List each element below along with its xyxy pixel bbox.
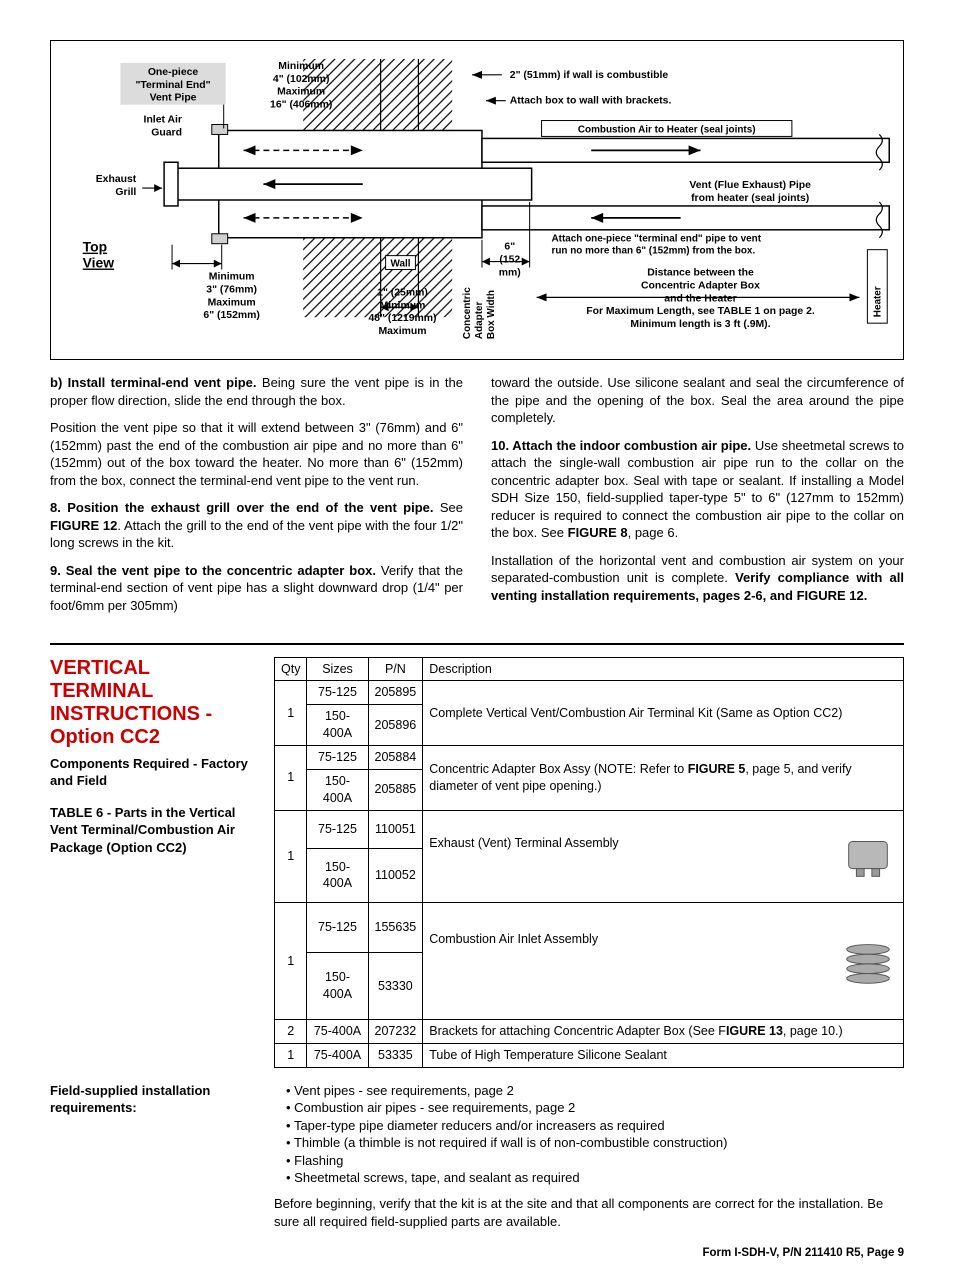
para-8: 8. Position the exhaust grill over the e…	[50, 499, 463, 552]
para-7: Installation of the horizontal vent and …	[491, 552, 904, 605]
desc-text: Combustion Air Inlet Assembly	[429, 932, 598, 946]
svg-text:Attach one-piece "terminal end: Attach one-piece "terminal end" pipe to …	[552, 234, 762, 245]
svg-text:mm): mm)	[499, 267, 521, 278]
svg-text:View: View	[83, 255, 115, 271]
th-pn: P/N	[368, 657, 423, 681]
svg-text:Guard: Guard	[151, 127, 182, 138]
svg-text:16" (406mm): 16" (406mm)	[270, 100, 332, 111]
table-row: 2 75-400A 207232 Brackets for attaching …	[275, 1019, 904, 1043]
body-two-columns: b) Install terminal-end vent pipe. Being…	[50, 374, 904, 625]
diagram-svg: Heater One-piece "Terminal End" Vent Pip…	[61, 51, 893, 349]
svg-text:Attach box to wall with bracke: Attach box to wall with brackets.	[510, 96, 672, 107]
svg-text:Minimum length is 3 ft (.9M).: Minimum length is 3 ft (.9M).	[630, 319, 770, 330]
field-content: Vent pipes - see requirements, page 2 Co…	[274, 1082, 904, 1230]
section-title: VERTICAL TERMINAL INSTRUCTIONS - Option …	[50, 657, 250, 749]
svg-text:2" (51mm) if wall is combustib: 2" (51mm) if wall is combustible	[510, 70, 669, 81]
svg-text:Adapter: Adapter	[474, 301, 485, 339]
para-b: b) Install terminal-end vent pipe. Being…	[50, 374, 463, 409]
svg-text:run no more than 6" (152mm) fr: run no more than 6" (152mm) from the box…	[552, 246, 756, 257]
svg-text:Minimum: Minimum	[278, 61, 324, 72]
exhaust-vent-icon	[839, 835, 897, 879]
svg-text:Vent (Flue Exhaust) Pipe: Vent (Flue Exhaust) Pipe	[689, 180, 811, 191]
lower-left: VERTICAL TERMINAL INSTRUCTIONS - Option …	[50, 657, 250, 1082]
combustion-air-inlet-icon	[839, 931, 897, 991]
svg-text:Inlet Air: Inlet Air	[144, 115, 182, 126]
list-item: Taper-type pipe diameter reducers and/or…	[286, 1117, 904, 1135]
svg-text:Minimum: Minimum	[209, 271, 255, 282]
svg-text:Concentric: Concentric	[462, 287, 473, 339]
list-item: Sheetmetal screws, tape, and sealant as …	[286, 1169, 904, 1187]
svg-text:Distance between the: Distance between the	[647, 267, 754, 278]
para-9: 9. Seal the vent pipe to the concentric …	[50, 562, 463, 615]
field-supplied-section: Field-supplied installation requirements…	[50, 1082, 904, 1230]
svg-text:Minimum: Minimum	[380, 300, 426, 311]
list-item: Vent pipes - see requirements, page 2	[286, 1082, 904, 1100]
parts-table: Qty Sizes P/N Description 1 75-125 20589…	[274, 657, 904, 1068]
field-heading: Field-supplied installation requirements…	[50, 1082, 250, 1230]
svg-text:48" (1219mm): 48" (1219mm)	[368, 313, 436, 324]
svg-text:Concentric Adapter Box: Concentric Adapter Box	[641, 280, 760, 291]
para-10: 10. Attach the indoor combustion air pip…	[491, 437, 904, 542]
table-row: 1 75-125 205895 Complete Vertical Vent/C…	[275, 681, 904, 705]
field-list: Vent pipes - see requirements, page 2 Co…	[274, 1082, 904, 1187]
svg-text:For Maximum Length, see TABLE: For Maximum Length, see TABLE 1 on page …	[586, 306, 815, 317]
separator	[50, 643, 904, 645]
svg-text:Grill: Grill	[115, 187, 136, 198]
th-sizes: Sizes	[307, 657, 368, 681]
table-row: 1 75-400A 53335 Tube of High Temperature…	[275, 1043, 904, 1067]
svg-text:and the Heater: and the Heater	[664, 293, 736, 304]
list-item: Flashing	[286, 1152, 904, 1170]
top-view-diagram: Heater One-piece "Terminal End" Vent Pip…	[50, 40, 904, 360]
svg-text:Maximum: Maximum	[208, 297, 256, 308]
table-row: 1 75-125 205884 Concentric Adapter Box A…	[275, 746, 904, 770]
sub1: Components Required - Factory and Field	[50, 755, 250, 790]
svg-text:One-piece: One-piece	[148, 67, 199, 78]
svg-text:Maximum: Maximum	[378, 326, 426, 337]
svg-text:Wall: Wall	[390, 259, 410, 270]
svg-text:Box Width: Box Width	[486, 290, 497, 339]
table-row: 1 75-125 155635 Combustion Air Inlet Ass…	[275, 903, 904, 953]
svg-text:6" (152mm): 6" (152mm)	[203, 310, 260, 321]
svg-text:from heater (seal joints): from heater (seal joints)	[691, 193, 809, 204]
svg-text:6": 6"	[504, 242, 515, 253]
col-right: toward the outside. Use silicone sealant…	[491, 374, 904, 625]
table-header-row: Qty Sizes P/N Description	[275, 657, 904, 681]
desc-text: Exhaust (Vent) Terminal Assembly	[429, 836, 618, 850]
th-qty: Qty	[275, 657, 307, 681]
svg-text:"Terminal End": "Terminal End"	[135, 80, 210, 91]
svg-text:4" (102mm): 4" (102mm)	[273, 74, 330, 85]
field-note: Before beginning, verify that the kit is…	[274, 1195, 904, 1230]
lower-section: VERTICAL TERMINAL INSTRUCTIONS - Option …	[50, 657, 904, 1082]
svg-text:1" (25mm): 1" (25mm)	[377, 287, 428, 298]
lower-right: Qty Sizes P/N Description 1 75-125 20589…	[274, 657, 904, 1082]
svg-text:3" (76mm): 3" (76mm)	[206, 284, 257, 295]
sub2: TABLE 6 - Parts in the Vertical Vent Ter…	[50, 804, 250, 857]
col-left: b) Install terminal-end vent pipe. Being…	[50, 374, 463, 625]
para-position: Position the vent pipe so that it will e…	[50, 419, 463, 489]
th-desc: Description	[423, 657, 904, 681]
para-5: toward the outside. Use silicone sealant…	[491, 374, 904, 427]
svg-text:Vent Pipe: Vent Pipe	[150, 93, 197, 104]
svg-text:Heater: Heater	[872, 286, 883, 317]
svg-text:Top: Top	[83, 239, 107, 255]
svg-text:Maximum: Maximum	[277, 87, 325, 98]
list-item: Thimble (a thimble is not required if wa…	[286, 1134, 904, 1152]
page-footer: Form I-SDH-V, P/N 211410 R5, Page 9	[50, 1246, 904, 1262]
svg-text:(152: (152	[499, 255, 520, 266]
table-row: 1 75-125 110051 Exhaust (Vent) Terminal …	[275, 810, 904, 848]
svg-text:Combustion Air to Heater (seal: Combustion Air to Heater (seal joints)	[578, 124, 756, 135]
list-item: Combustion air pipes - see requirements,…	[286, 1099, 904, 1117]
svg-text:Exhaust: Exhaust	[96, 174, 137, 185]
